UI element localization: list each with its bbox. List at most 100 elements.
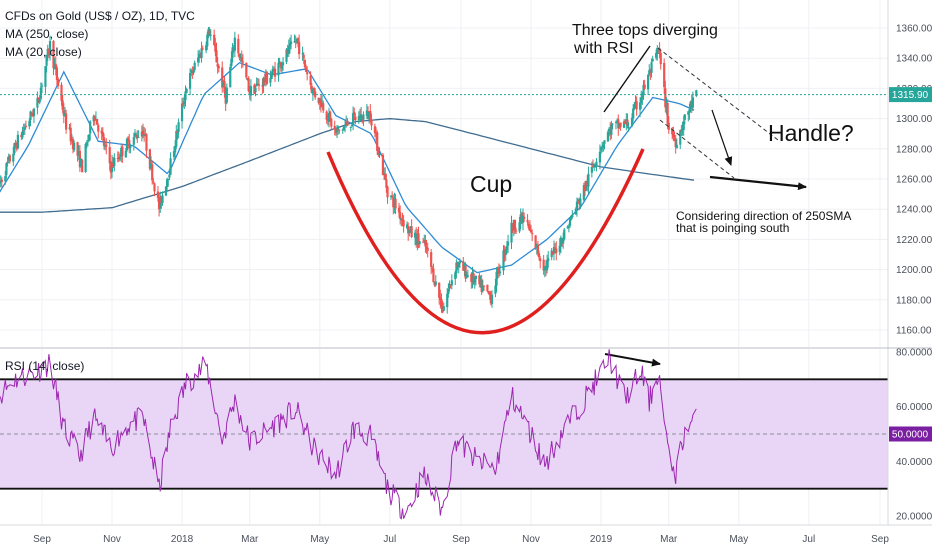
candle-body bbox=[217, 66, 220, 69]
price-candle bbox=[351, 106, 355, 131]
candle-body bbox=[177, 122, 180, 132]
price-candle bbox=[285, 47, 288, 65]
price-candle bbox=[502, 245, 505, 275]
price-candle bbox=[310, 82, 313, 94]
candle-body bbox=[552, 247, 556, 254]
candle-body bbox=[70, 139, 73, 142]
candle-body bbox=[303, 59, 306, 67]
price-candle bbox=[159, 191, 162, 213]
price-candle bbox=[551, 251, 554, 255]
candle-body bbox=[52, 40, 55, 69]
candle-body bbox=[54, 63, 57, 69]
candle-body bbox=[198, 54, 201, 59]
price-candle bbox=[312, 86, 316, 96]
price-candle bbox=[394, 193, 397, 215]
price-candle bbox=[641, 91, 644, 105]
price-candle bbox=[117, 151, 121, 162]
candle-body bbox=[137, 137, 140, 139]
price-tick-label: 1340.00 bbox=[896, 54, 932, 65]
candle-body bbox=[523, 216, 526, 219]
price-candle bbox=[462, 256, 465, 271]
candle-body bbox=[161, 195, 164, 203]
annotation-sma-line2: that is poinging south bbox=[676, 221, 789, 235]
candle-body bbox=[326, 118, 329, 121]
price-candle bbox=[279, 62, 282, 72]
candle-body bbox=[462, 261, 465, 271]
candle-body bbox=[627, 126, 630, 128]
price-candle bbox=[523, 212, 526, 222]
candle-body bbox=[401, 219, 404, 221]
price-candle bbox=[354, 113, 357, 125]
price-candle bbox=[5, 162, 8, 179]
price-candle bbox=[191, 66, 194, 80]
price-candle bbox=[545, 254, 549, 274]
price-candle bbox=[543, 266, 546, 278]
candle-body bbox=[85, 142, 88, 146]
price-candle bbox=[365, 103, 368, 120]
price-tick-label: 1300.00 bbox=[896, 114, 932, 125]
price-candles bbox=[0, 26, 698, 314]
price-candle bbox=[255, 77, 258, 87]
price-candle bbox=[137, 130, 140, 139]
price-candle bbox=[298, 34, 301, 60]
time-tick-label: Sep bbox=[452, 534, 470, 545]
rsi-pane bbox=[0, 349, 888, 520]
candle-body bbox=[293, 41, 296, 43]
price-candle bbox=[601, 141, 604, 153]
price-candle bbox=[247, 76, 250, 93]
candle-body bbox=[647, 74, 650, 90]
candle-body bbox=[56, 78, 60, 87]
price-candle bbox=[53, 58, 56, 70]
price-tick-label: 1160.00 bbox=[896, 326, 932, 337]
price-candle bbox=[349, 126, 352, 132]
price-candle bbox=[205, 41, 208, 54]
price-candle bbox=[527, 222, 530, 230]
candle-body bbox=[360, 114, 363, 121]
price-candle bbox=[240, 50, 243, 69]
candle-body bbox=[618, 123, 621, 128]
price-candle bbox=[389, 195, 393, 201]
candle-body bbox=[14, 142, 17, 146]
price-candle bbox=[571, 210, 574, 219]
candle-body bbox=[510, 222, 513, 243]
price-candle bbox=[576, 198, 580, 203]
candle-body bbox=[334, 128, 337, 134]
candle-body bbox=[575, 201, 579, 210]
candle-body bbox=[45, 54, 48, 66]
candle-body bbox=[281, 62, 285, 66]
candle-body bbox=[156, 191, 160, 198]
price-candle bbox=[665, 97, 668, 115]
candle-body bbox=[544, 265, 548, 270]
candle-body bbox=[682, 121, 685, 131]
price-candle bbox=[231, 43, 234, 63]
price-candle bbox=[221, 61, 224, 93]
candle-body bbox=[143, 133, 146, 136]
price-candle bbox=[96, 118, 99, 125]
price-candle bbox=[7, 153, 10, 164]
price-candle bbox=[174, 140, 177, 159]
ma-slow-legend[interactable]: MA (250, close) bbox=[5, 27, 89, 41]
candle-body bbox=[16, 134, 19, 149]
price-candle bbox=[269, 70, 272, 87]
price-candle bbox=[422, 238, 425, 243]
rsi-divergence-arrow bbox=[604, 353, 661, 367]
candle-body bbox=[239, 57, 242, 59]
price-candle bbox=[586, 175, 589, 192]
price-candle bbox=[200, 41, 203, 63]
price-candle bbox=[614, 120, 618, 130]
candle-body bbox=[135, 134, 138, 136]
candle-body bbox=[23, 127, 26, 130]
price-candle bbox=[78, 145, 81, 172]
price-candle bbox=[655, 49, 658, 61]
candle-body bbox=[490, 294, 494, 304]
candle-body bbox=[330, 118, 333, 127]
candle-body bbox=[665, 103, 668, 109]
rsi-legend[interactable]: RSI (14, close) bbox=[5, 359, 85, 373]
candle-body bbox=[68, 127, 71, 129]
price-candle bbox=[225, 83, 228, 105]
price-candle bbox=[659, 50, 662, 70]
ma-fast-legend[interactable]: MA (20, close) bbox=[5, 45, 82, 59]
price-candle bbox=[69, 122, 72, 146]
candle-body bbox=[125, 138, 129, 151]
symbol-legend[interactable]: CFDs on Gold (US$ / OZ), 1D, TVC bbox=[5, 9, 195, 23]
